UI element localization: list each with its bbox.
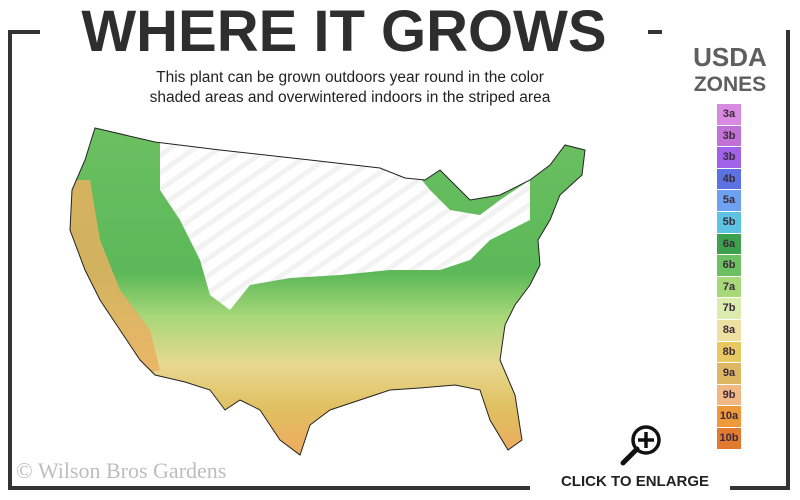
legend-zone-8b: 8b [717, 341, 741, 363]
click-to-enlarge-button[interactable]: CLICK TO ENLARGE [540, 420, 730, 496]
legend-zone-5a: 5a [717, 190, 741, 211]
frame-bottom-left [8, 486, 346, 490]
legend-zone-8a: 8a [717, 319, 741, 341]
legend-zone-4b: 4b [717, 168, 741, 190]
us-outline [69, 127, 586, 456]
frame-top-right [648, 30, 662, 34]
legend-zone-9b: 9b [717, 384, 741, 406]
legend-title-line: ZONES [693, 73, 767, 96]
legend-title: USDA ZONES [672, 42, 788, 98]
frame-left [8, 30, 12, 490]
frame-bottom-right [730, 486, 790, 490]
click-to-enlarge-label: CLICK TO ENLARGE [560, 473, 710, 490]
legend-zone-5b: 5b [717, 211, 741, 233]
legend-zone-6b: 6b [717, 255, 741, 276]
frame-bottom-mid [346, 486, 530, 490]
frame-right [786, 30, 790, 490]
usda-zone-map[interactable] [60, 120, 590, 460]
legend-zone-10a: 10a [717, 406, 741, 427]
legend-zone-3a: 3a [717, 104, 741, 125]
legend-zone-7a: 7a [717, 276, 741, 298]
zoom-in-icon [620, 425, 661, 466]
legend-title-line: USDA [693, 42, 767, 72]
legend-zone-9a: 9a [717, 363, 741, 384]
legend-zone-3b: 3b [717, 125, 741, 147]
legend-zone-10b: 10b [717, 427, 741, 449]
legend-zone-7b: 7b [717, 298, 741, 319]
copyright-watermark: © Wilson Bros Gardens [16, 458, 227, 483]
legend-zone-3b: 3b [717, 147, 741, 168]
subtitle: This plant can be grown outdoors year ro… [80, 68, 620, 108]
frame-top-left [10, 30, 40, 34]
zone-legend: 3a 3b 3b 4b 5a 5b 6a 6b 7a 7b 8a 8b 9a 9b 10a 10b [717, 104, 741, 450]
legend-zone-6a: 6a [717, 233, 741, 255]
striped-area [160, 140, 530, 310]
subtitle-line: shaded areas and overwintered indoors in… [149, 89, 551, 106]
subtitle-line: This plant can be grown outdoors year ro… [156, 69, 544, 86]
page-title: WHERE IT GROWS [81, 0, 607, 64]
